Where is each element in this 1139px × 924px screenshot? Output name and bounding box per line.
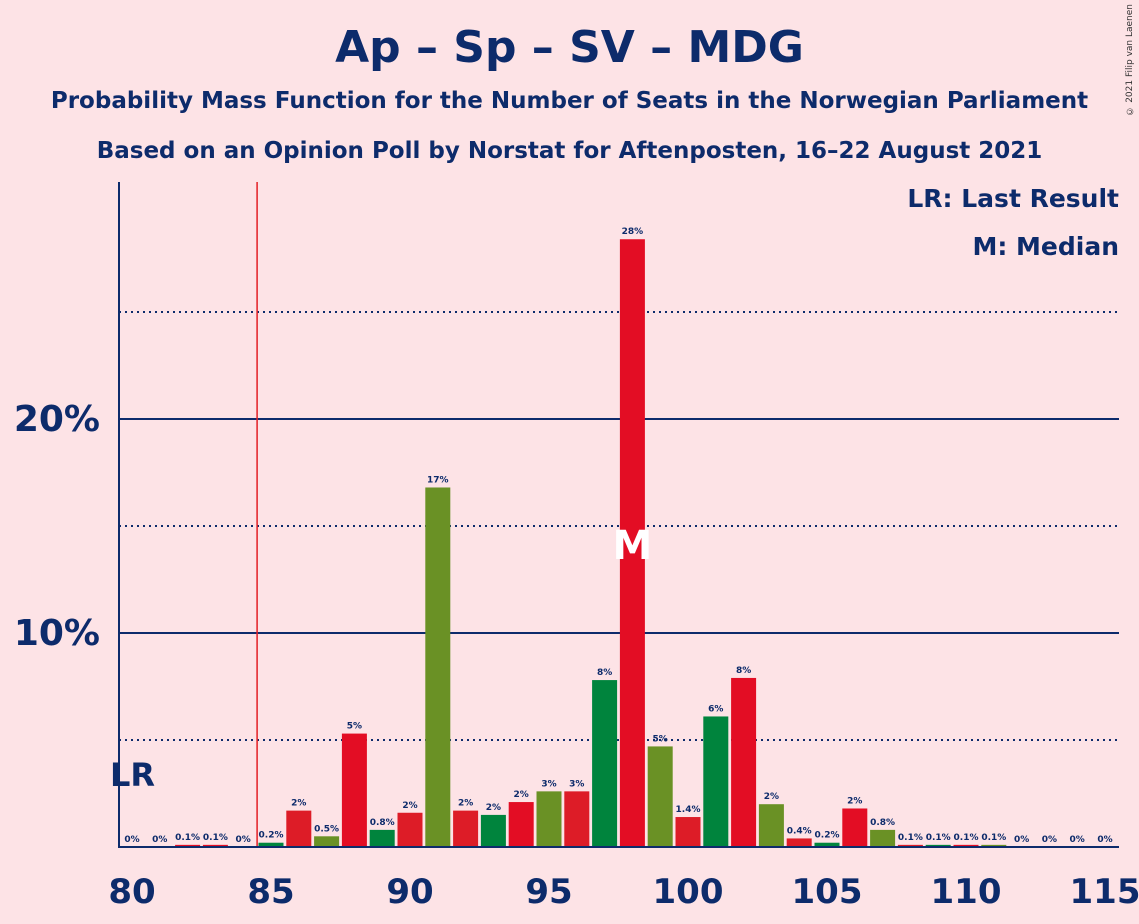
bar-seat-104: [786, 838, 812, 847]
bar-seat-91: [425, 487, 451, 847]
bar-seat-105: [814, 842, 840, 847]
bar-label-seat-95: 3%: [541, 779, 556, 789]
x-tick-label: 85: [247, 872, 294, 912]
bar-label-seat-82: 0.1%: [175, 833, 200, 843]
bar-label-seat-98: 28%: [622, 227, 644, 237]
bar-label-seat-113: 0%: [1042, 835, 1057, 845]
bar-seat-96: [564, 791, 590, 847]
bar-label-seat-89: 0.8%: [370, 818, 395, 828]
bar-seat-89: [369, 829, 395, 847]
bar-seat-82: [175, 844, 201, 847]
bar-seat-95: [536, 791, 562, 847]
bar-seat-83: [202, 844, 228, 847]
chart-subtitle-1: Probability Mass Function for the Number…: [50, 88, 1089, 114]
bar-label-seat-107: 0.8%: [870, 818, 895, 828]
bar-label-seat-90: 2%: [402, 801, 417, 811]
bar-label-seat-85: 0.2%: [259, 831, 284, 841]
x-tick-label: 105: [792, 872, 863, 912]
x-tick-label: 80: [108, 872, 155, 912]
legend-last-result: LR: Last Result: [907, 184, 1119, 213]
bar-seat-87: [314, 836, 340, 847]
bar-seat-93: [480, 814, 506, 847]
bar-label-seat-106: 2%: [847, 796, 862, 806]
bar-label-seat-97: 8%: [597, 668, 612, 678]
x-tick-label: 90: [386, 872, 433, 912]
bar-label-seat-93: 2%: [486, 803, 501, 813]
y-tick-label: 20%: [14, 399, 100, 440]
bar-label-seat-91: 17%: [427, 475, 449, 485]
x-tick-label: 110: [931, 872, 1002, 912]
bar-label-seat-83: 0.1%: [203, 833, 228, 843]
bar-seat-92: [453, 810, 479, 847]
bar-label-seat-105: 0.2%: [815, 831, 840, 841]
bar-seat-99: [647, 746, 673, 847]
bar-label-seat-115: 0%: [1097, 835, 1112, 845]
bar-label-seat-108: 0.1%: [898, 833, 923, 843]
bar-seat-94: [508, 802, 534, 847]
bar-seat-111: [981, 844, 1007, 847]
bar-seat-90: [397, 812, 423, 847]
bar-label-seat-114: 0%: [1070, 835, 1085, 845]
bar-label-seat-102: 8%: [736, 666, 751, 676]
chart-subtitle-2: Based on an Opinion Poll by Norstat for …: [96, 138, 1043, 164]
bar-seat-98: [619, 239, 645, 848]
y-tick-label: 10%: [14, 613, 100, 654]
bar-label-seat-101: 6%: [708, 704, 723, 714]
bar-seat-108: [897, 844, 923, 847]
bar-label-seat-112: 0%: [1014, 835, 1029, 845]
bar-seat-100: [675, 817, 701, 847]
x-tick-label: 115: [1070, 872, 1139, 912]
bar-label-seat-92: 2%: [458, 799, 473, 809]
bar-label-seat-104: 0.4%: [787, 826, 812, 836]
bar-seat-110: [953, 844, 979, 847]
bar-label-seat-96: 3%: [569, 779, 584, 789]
bar-seat-101: [703, 716, 729, 847]
bar-label-seat-87: 0.5%: [314, 824, 339, 834]
legend-median: M: Median: [972, 232, 1119, 261]
bar-seat-107: [870, 829, 896, 847]
bar-seat-97: [592, 680, 618, 847]
chart-title: Ap – Sp – SV – MDG: [335, 22, 804, 73]
bar-label-seat-110: 0.1%: [954, 833, 979, 843]
bar-seat-86: [286, 810, 312, 847]
bar-seat-106: [842, 808, 868, 847]
bar-label-seat-84: 0%: [236, 835, 251, 845]
bar-label-seat-81: 0%: [152, 835, 167, 845]
bar-label-seat-100: 1.4%: [676, 805, 701, 815]
x-tick-label: 100: [653, 872, 724, 912]
bar-seat-85: [258, 842, 284, 847]
median-marker: M: [612, 523, 652, 569]
x-tick-label: 95: [525, 872, 572, 912]
bar-seat-103: [758, 804, 784, 847]
last-result-marker: LR: [110, 756, 155, 794]
bar-seat-102: [731, 677, 757, 847]
bar-label-seat-109: 0.1%: [926, 833, 951, 843]
bar-label-seat-111: 0.1%: [981, 833, 1006, 843]
bar-label-seat-103: 2%: [764, 792, 779, 802]
bar-seat-109: [925, 844, 951, 847]
bar-label-seat-99: 5%: [653, 734, 668, 744]
bar-label-seat-88: 5%: [347, 722, 362, 732]
bar-label-seat-94: 2%: [514, 790, 529, 800]
bar-label-seat-86: 2%: [291, 799, 306, 809]
bar-label-seat-80: 0%: [124, 835, 139, 845]
bar-seat-88: [341, 733, 367, 847]
